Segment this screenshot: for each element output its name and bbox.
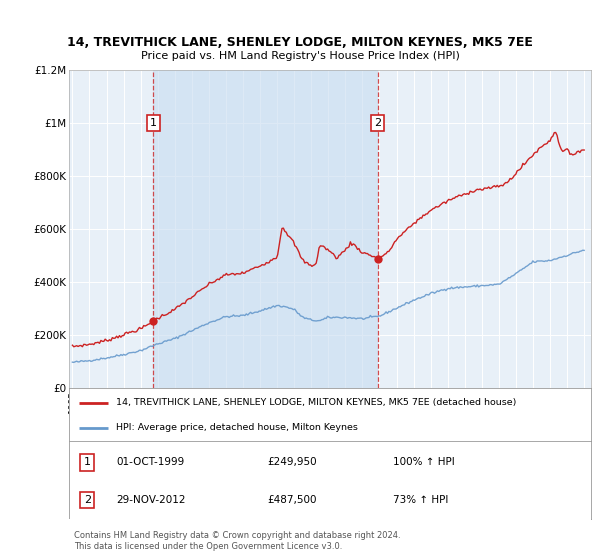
Text: Price paid vs. HM Land Registry's House Price Index (HPI): Price paid vs. HM Land Registry's House … [140,51,460,61]
Text: £487,500: £487,500 [268,495,317,505]
Text: £249,950: £249,950 [268,458,317,468]
Text: 2: 2 [84,495,91,505]
Text: 73% ↑ HPI: 73% ↑ HPI [392,495,448,505]
Text: 1: 1 [84,458,91,468]
Text: 01-OCT-1999: 01-OCT-1999 [116,458,184,468]
Text: 1: 1 [150,118,157,128]
Text: 14, TREVITHICK LANE, SHENLEY LODGE, MILTON KEYNES, MK5 7EE (detached house): 14, TREVITHICK LANE, SHENLEY LODGE, MILT… [116,398,517,407]
Text: HPI: Average price, detached house, Milton Keynes: HPI: Average price, detached house, Milt… [116,423,358,432]
Text: 29-NOV-2012: 29-NOV-2012 [116,495,185,505]
Text: Contains HM Land Registry data © Crown copyright and database right 2024.
This d: Contains HM Land Registry data © Crown c… [74,531,401,550]
Text: 2: 2 [374,118,382,128]
Text: 14, TREVITHICK LANE, SHENLEY LODGE, MILTON KEYNES, MK5 7EE: 14, TREVITHICK LANE, SHENLEY LODGE, MILT… [67,35,533,49]
Text: 100% ↑ HPI: 100% ↑ HPI [392,458,454,468]
Bar [154,70,378,388]
